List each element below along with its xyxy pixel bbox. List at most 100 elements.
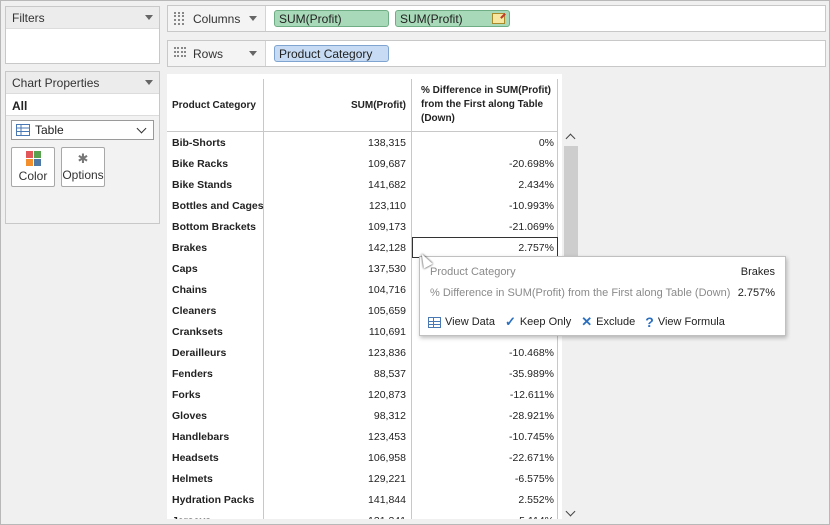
rows-pill-product-category[interactable]: Product Category	[274, 45, 389, 62]
cell-sum-profit[interactable]: 120,873	[264, 384, 412, 405]
table-row[interactable]: Forks 120,873 -12.611%	[167, 384, 558, 405]
table-row[interactable]: Derailleurs 123,836 -10.468%	[167, 342, 558, 363]
cell-sum-profit[interactable]: 137,530	[264, 258, 412, 279]
cell-percent-difference[interactable]: -12.611%	[412, 384, 558, 405]
cell-sum-profit[interactable]: 141,844	[264, 489, 412, 510]
columns-shelf[interactable]: Columns SUM(Profit) SUM(Profit)	[167, 5, 826, 32]
rows-shelf[interactable]: Rows Product Category	[167, 40, 826, 67]
cell-product-category[interactable]: Cleaners	[167, 300, 264, 321]
cell-sum-profit[interactable]: 123,836	[264, 342, 412, 363]
cell-product-category[interactable]: Bib-Shorts	[167, 132, 264, 153]
columns-caret-icon[interactable]	[249, 16, 257, 21]
cell-sum-profit[interactable]: 98,312	[264, 405, 412, 426]
cell-product-category[interactable]: Bike Racks	[167, 153, 264, 174]
table-row[interactable]: Fenders 88,537 -35.989%	[167, 363, 558, 384]
cell-sum-profit[interactable]: 106,958	[264, 447, 412, 468]
cell-product-category[interactable]: Bottom Brackets	[167, 216, 264, 237]
cell-percent-difference[interactable]: -20.698%	[412, 153, 558, 174]
keep-only-action[interactable]: ✓ Keep Only	[505, 314, 571, 330]
cell-sum-profit[interactable]: 123,453	[264, 426, 412, 447]
cell-product-category[interactable]: Bottles and Cages	[167, 195, 264, 216]
cell-sum-profit[interactable]: 105,659	[264, 300, 412, 321]
cell-product-category[interactable]: Jerseys	[167, 510, 264, 519]
columns-pill-sum-profit[interactable]: SUM(Profit)	[274, 10, 389, 27]
table-row[interactable]: Bike Stands 141,682 2.434%	[167, 174, 558, 195]
cell-sum-profit[interactable]: 109,687	[264, 153, 412, 174]
cell-percent-difference[interactable]: -10.468%	[412, 342, 558, 363]
table-row[interactable]: Bike Racks 109,687 -20.698%	[167, 153, 558, 174]
color-button[interactable]: Color	[11, 147, 55, 187]
view-data-action[interactable]: View Data	[428, 316, 495, 328]
table-row[interactable]: Cranksets 110,691	[167, 321, 558, 342]
table-row[interactable]: Helmets 129,221 -6.575%	[167, 468, 558, 489]
cell-sum-profit[interactable]: 109,173	[264, 216, 412, 237]
scrollbar-thumb[interactable]	[564, 146, 578, 266]
cell-sum-profit[interactable]: 131,341	[264, 510, 412, 519]
rows-shelf-label[interactable]: Rows	[168, 41, 266, 66]
table-row[interactable]: Jerseys131,341-5.114%	[167, 510, 558, 519]
cell-product-category[interactable]: Brakes	[167, 237, 264, 258]
cell-sum-profit[interactable]: 129,221	[264, 468, 412, 489]
header-sum-profit[interactable]: SUM(Profit)	[264, 79, 412, 131]
cell-percent-difference[interactable]: -5.114%	[412, 510, 558, 519]
cell-sum-profit[interactable]: 138,315	[264, 132, 412, 153]
cell-percent-difference[interactable]: -10.993%	[412, 195, 558, 216]
close-icon: ✕	[581, 314, 593, 329]
mark-type-select[interactable]: Table	[11, 120, 154, 140]
cell-product-category[interactable]: Forks	[167, 384, 264, 405]
cell-percent-difference[interactable]: 0%	[412, 132, 558, 153]
chart-properties-title: Chart Properties	[12, 75, 100, 90]
cell-percent-difference[interactable]: -10.745%	[412, 426, 558, 447]
table-row[interactable]: Hydration Packs 141,844 2.552%	[167, 489, 558, 510]
table-row[interactable]: Handlebars 123,453 -10.745%	[167, 426, 558, 447]
header-percent-difference[interactable]: % Difference in SUM(Profit) from the Fir…	[412, 79, 558, 131]
cell-product-category[interactable]: Fenders	[167, 363, 264, 384]
scroll-up-icon[interactable]	[565, 133, 576, 144]
cell-sum-profit[interactable]: 123,110	[264, 195, 412, 216]
scroll-down-icon[interactable]	[565, 506, 576, 517]
filters-menu-caret-icon[interactable]	[145, 15, 153, 20]
cell-percent-difference[interactable]: -22.671%	[412, 447, 558, 468]
view-formula-action[interactable]: ? View Formula	[645, 314, 725, 330]
cell-sum-profit[interactable]: 104,716	[264, 279, 412, 300]
chart-properties-header[interactable]: Chart Properties	[6, 72, 159, 94]
table-row[interactable]: Brakes 142,128 2.757%	[167, 237, 558, 258]
cell-product-category[interactable]: Gloves	[167, 405, 264, 426]
filters-header[interactable]: Filters	[6, 7, 159, 29]
cell-product-category[interactable]: Cranksets	[167, 321, 264, 342]
cell-sum-profit[interactable]: 88,537	[264, 363, 412, 384]
table-row[interactable]: Headsets 106,958 -22.671%	[167, 447, 558, 468]
cell-percent-difference[interactable]: -35.989%	[412, 363, 558, 384]
cell-percent-difference[interactable]: 2.552%	[412, 489, 558, 510]
table-row[interactable]: Gloves 98,312 -28.921%	[167, 405, 558, 426]
cell-percent-difference[interactable]: 2.757%	[412, 237, 558, 258]
filters-panel: Filters	[5, 6, 160, 64]
exclude-action[interactable]: ✕ Exclude	[581, 314, 635, 330]
table-row[interactable]: Bottles and Cages 123,110 -10.993%	[167, 195, 558, 216]
cell-sum-profit[interactable]: 110,691	[264, 321, 412, 342]
cell-percent-difference[interactable]: -28.921%	[412, 405, 558, 426]
table-row[interactable]: Cleaners 105,659	[167, 300, 558, 321]
chart-properties-caret-icon[interactable]	[145, 80, 153, 85]
table-row[interactable]: Bottom Brackets 109,173 -21.069%	[167, 216, 558, 237]
cell-product-category[interactable]: Caps	[167, 258, 264, 279]
cell-product-category[interactable]: Chains	[167, 279, 264, 300]
cell-sum-profit[interactable]: 141,682	[264, 174, 412, 195]
cell-percent-difference[interactable]: 2.434%	[412, 174, 558, 195]
options-button[interactable]: ✱ Options	[61, 147, 105, 187]
cell-product-category[interactable]: Bike Stands	[167, 174, 264, 195]
cell-product-category[interactable]: Handlebars	[167, 426, 264, 447]
cell-percent-difference[interactable]: -6.575%	[412, 468, 558, 489]
cell-product-category[interactable]: Helmets	[167, 468, 264, 489]
table-row[interactable]: Chains 104,716	[167, 279, 558, 300]
rows-caret-icon[interactable]	[249, 51, 257, 56]
cell-sum-profit[interactable]: 142,128	[264, 237, 412, 258]
table-row[interactable]: Bib-Shorts 138,315 0%	[167, 132, 558, 153]
columns-pill-sum-profit-calc[interactable]: SUM(Profit)	[395, 10, 510, 27]
cell-product-category[interactable]: Derailleurs	[167, 342, 264, 363]
cell-percent-difference[interactable]: -21.069%	[412, 216, 558, 237]
cell-product-category[interactable]: Hydration Packs	[167, 489, 264, 510]
cell-product-category[interactable]: Headsets	[167, 447, 264, 468]
columns-shelf-label[interactable]: Columns	[168, 6, 266, 31]
header-product-category[interactable]: Product Category	[167, 79, 264, 131]
